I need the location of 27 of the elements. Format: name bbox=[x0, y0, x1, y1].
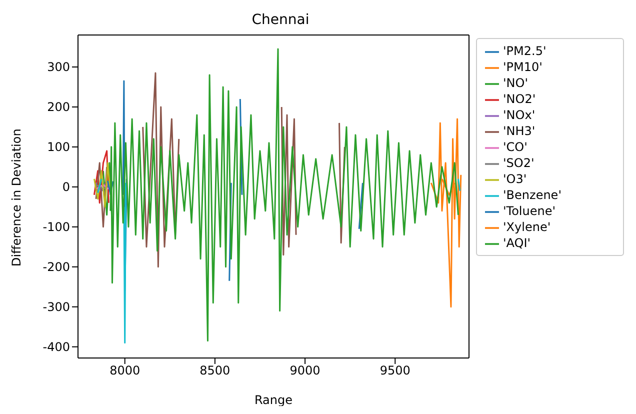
y-tick-label: 100 bbox=[47, 140, 70, 154]
legend-label: 'NO2' bbox=[503, 92, 536, 106]
x-tick-label: 9500 bbox=[380, 364, 410, 378]
x-tick-label: 8500 bbox=[200, 364, 230, 378]
legend-label: 'Xylene' bbox=[503, 220, 551, 234]
y-tick-label: 0 bbox=[62, 180, 70, 194]
legend-label: 'PM10' bbox=[503, 60, 542, 74]
chart-title: Chennai bbox=[250, 12, 310, 28]
legend-label: 'NOx' bbox=[503, 108, 536, 122]
legend-label: 'Toluene' bbox=[503, 204, 556, 218]
legend-label: 'NH3' bbox=[503, 124, 536, 138]
y-axis-title: Difference in Deviation bbox=[9, 128, 24, 266]
y-tick-label: -100 bbox=[42, 220, 70, 234]
x-tick-label: 9000 bbox=[290, 364, 320, 378]
legend-label: 'AQI' bbox=[503, 236, 531, 250]
y-tick-label: -200 bbox=[42, 260, 70, 274]
y-tick-label: -300 bbox=[42, 300, 70, 314]
y-tick-label: 300 bbox=[47, 60, 70, 74]
legend-label: 'SO2' bbox=[503, 156, 534, 170]
legend-label: 'Benzene' bbox=[503, 188, 562, 202]
legend-label: 'PM2.5' bbox=[503, 44, 546, 58]
x-tick-label: 8000 bbox=[110, 364, 140, 378]
y-tick-label: -400 bbox=[42, 340, 70, 354]
y-tick-label: 200 bbox=[47, 100, 70, 114]
legend-label: 'CO' bbox=[503, 140, 528, 154]
legend-label: 'O3' bbox=[503, 172, 527, 186]
legend-label: 'NO' bbox=[503, 76, 528, 90]
